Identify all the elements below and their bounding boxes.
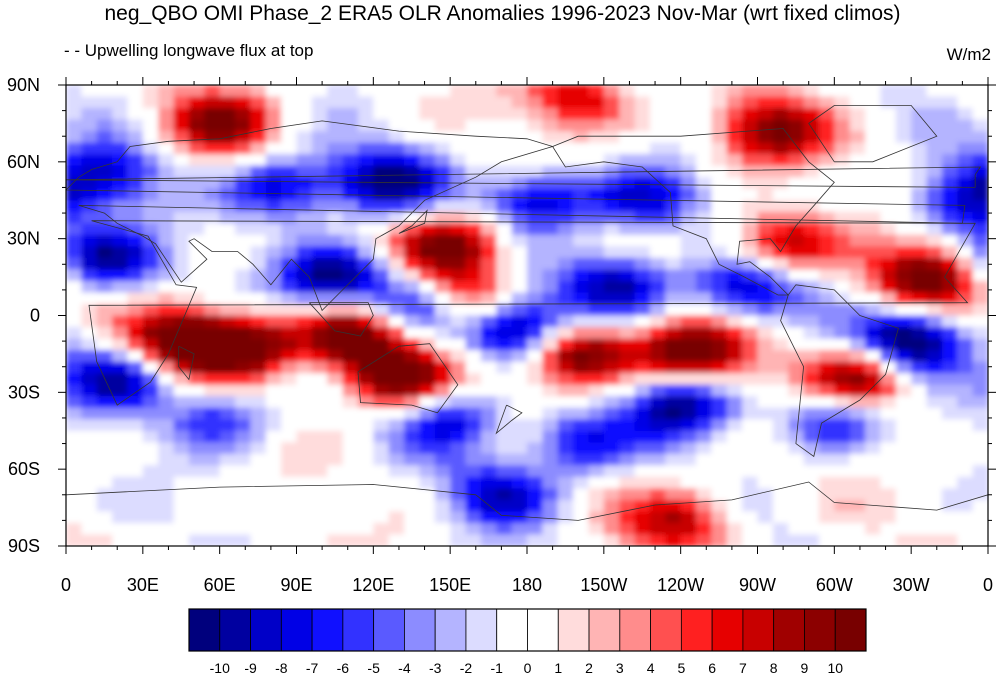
colorbar-labels: -10 -9 -8 -7 -6 -5 -4 -3 -2 -1 0 1 2 3 4 5 6 7 8 9 10 (210, 660, 844, 676)
map-ticks (58, 77, 996, 554)
colorbar-label: -4 (398, 660, 411, 676)
colorbar-label: 10 (827, 660, 843, 676)
lat-tick-labels: 90N 60N 30N 0 30S 60S 90S (7, 75, 40, 556)
lat-tick-label: 0 (30, 306, 40, 326)
colorbar-swatch (834, 608, 867, 652)
colorbar-swatch (711, 608, 744, 652)
lon-tick-label: 120E (352, 575, 394, 595)
map-subtitle: - - Upwelling longwave flux at top (64, 41, 314, 60)
lat-tick-label: 30N (7, 229, 40, 249)
lon-tick-label: 60E (204, 575, 236, 595)
colorbar-swatch (373, 608, 405, 652)
colorbar-swatch (280, 608, 313, 652)
lon-tick-label: 150E (429, 575, 471, 595)
colorbar-swatch (434, 608, 467, 652)
lat-tick-label: 90N (7, 75, 40, 95)
colorbar-swatch (311, 608, 344, 652)
colorbar-swatch (250, 608, 282, 652)
colorbar-swatch (773, 608, 805, 652)
colorbar-swatch (557, 608, 590, 652)
units-label: W/m2 (946, 45, 991, 64)
colorbar-swatch (496, 608, 528, 652)
lon-tick-label: 90W (739, 575, 776, 595)
colorbar-swatch (404, 608, 436, 652)
colorbar-label: 0 (524, 660, 532, 676)
colorbar-label: 2 (585, 660, 593, 676)
colorbar-label: -2 (460, 660, 473, 676)
colorbar-label: 4 (647, 660, 655, 676)
lon-tick-label: 30W (893, 575, 930, 595)
colorbar-label: -3 (429, 660, 442, 676)
lon-tick-label: 150W (580, 575, 627, 595)
colorbar-label: -7 (306, 660, 319, 676)
colorbar-swatch (680, 608, 713, 652)
lat-tick-label: 30S (8, 382, 40, 402)
colorbar-label: -5 (367, 660, 380, 676)
colorbar-label: 8 (770, 660, 778, 676)
colorbar-swatch (188, 608, 221, 652)
lon-tick-label: 60W (816, 575, 853, 595)
lon-tick-label: 0 (61, 575, 71, 595)
colorbar-label: 5 (677, 660, 685, 676)
colorbar-swatch (804, 608, 836, 652)
lon-tick-label: 120W (657, 575, 704, 595)
lon-tick-label: 30E (127, 575, 159, 595)
colorbar-label: 1 (554, 660, 562, 676)
colorbar-swatch (619, 608, 651, 652)
colorbar-label: -10 (210, 660, 230, 676)
colorbar-swatch (527, 608, 559, 652)
colorbar-label: 7 (739, 660, 747, 676)
colorbar-swatch (219, 608, 251, 652)
colorbar-label: -1 (491, 660, 504, 676)
colorbar-label: -6 (337, 660, 350, 676)
lat-tick-label: 60S (8, 459, 40, 479)
coastlines (66, 105, 988, 521)
lon-tick-labels: 0 30E 60E 90E 120E 150E 180 150W 120W 90W 60W 30W 0 (61, 575, 993, 595)
colorbar-swatch (742, 608, 775, 652)
colorbar-label: -9 (244, 660, 257, 676)
lon-tick-label: 180 (512, 575, 542, 595)
colorbar-label: 6 (708, 660, 716, 676)
colorbar-swatch (465, 608, 498, 652)
lon-tick-label: 0 (983, 575, 993, 595)
lat-tick-label: 60N (7, 152, 40, 172)
anomaly-field (66, 85, 988, 546)
colorbar-label: -8 (275, 660, 288, 676)
map-title: neg_QBO OMI Phase_2 ERA5 OLR Anomalies 1… (104, 2, 901, 25)
colorbar-label: 3 (616, 660, 624, 676)
colorbar (188, 608, 867, 652)
lat-tick-label: 90S (8, 536, 40, 556)
colorbar-swatch (650, 608, 682, 652)
colorbar-swatch (588, 608, 621, 652)
lon-tick-label: 90E (280, 575, 312, 595)
colorbar-label: 9 (801, 660, 809, 676)
colorbar-swatch (342, 608, 375, 652)
